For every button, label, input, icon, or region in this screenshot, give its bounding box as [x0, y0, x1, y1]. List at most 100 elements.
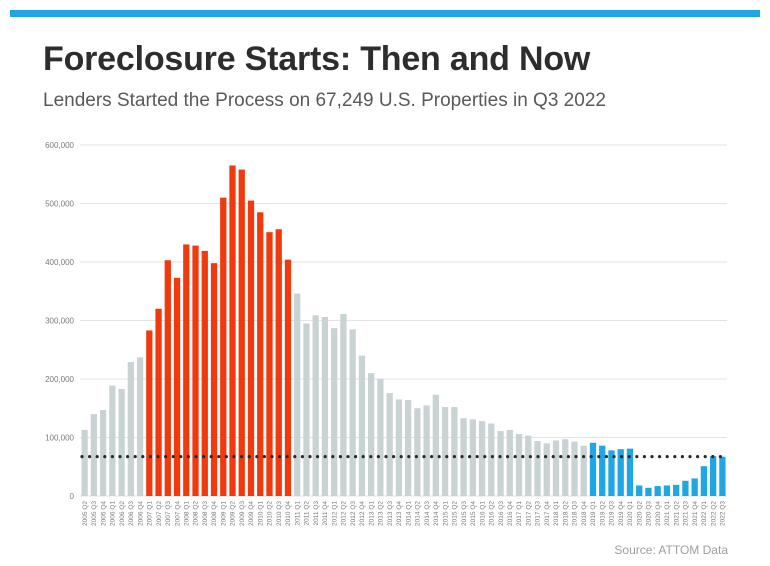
bar: [645, 487, 652, 496]
x-tick-label: 2008 Q3: [202, 501, 209, 526]
x-tick-label: 2016 Q3: [498, 501, 505, 526]
x-tick-label: 2012 Q3: [350, 501, 357, 526]
bar: [395, 399, 403, 496]
bar: [691, 478, 698, 496]
bar: [451, 407, 458, 496]
x-tick-label: 2011 Q2: [304, 501, 311, 526]
x-tick-label: 2018 Q2: [562, 501, 569, 526]
bar: [109, 385, 116, 496]
bar: [146, 330, 153, 496]
bar: [414, 408, 421, 496]
bar-chart: 0 100,000 200,000 300,000 400,000 500,000 600,…: [45, 141, 729, 526]
x-tick-label: 2015 Q1: [442, 501, 449, 526]
x-tick-label: 2011 Q1: [294, 501, 301, 526]
bar: [229, 165, 236, 496]
x-tick-label: 2021 Q2: [673, 501, 680, 526]
bar: [284, 259, 292, 496]
x-tick-label: 2015 Q3: [461, 501, 468, 526]
x-tick-label: 2017 Q3: [535, 501, 542, 526]
bar: [636, 485, 643, 496]
y-tick-label: 0: [70, 492, 75, 501]
x-tick-label: 2022 Q2: [710, 501, 717, 526]
x-tick-label: 2020 Q3: [646, 501, 653, 526]
top-accent-bar: [10, 10, 760, 17]
bar: [266, 232, 273, 496]
bar: [386, 393, 393, 496]
x-tick-label: 2013 Q2: [378, 501, 385, 526]
x-tick-label: 2012 Q4: [359, 501, 366, 526]
bar: [460, 418, 467, 496]
bar: [525, 435, 532, 496]
x-tick-label: 2014 Q4: [433, 501, 440, 526]
x-tick-label: 2011 Q4: [322, 501, 329, 526]
x-tick-label: 2008 Q4: [211, 501, 218, 526]
bar: [682, 480, 689, 496]
bar: [247, 200, 255, 496]
bar: [719, 456, 726, 496]
x-tick-label: 2013 Q1: [368, 501, 375, 526]
source-note: Source: ATTOM Data: [614, 543, 728, 557]
bar: [377, 379, 384, 496]
bar: [562, 439, 569, 496]
x-tick-label: 2009 Q4: [248, 501, 255, 526]
bar: [303, 323, 310, 496]
x-tick-label: 2020 Q2: [636, 501, 643, 526]
x-tick-label: 2010 Q3: [276, 501, 283, 526]
x-tick-label: 2011 Q3: [313, 501, 320, 526]
x-tick-label: 2017 Q4: [544, 501, 551, 526]
x-tick-label: 2005 Q3: [91, 501, 98, 526]
x-tick-label: 2007 Q4: [174, 501, 181, 526]
x-tick-label: 2021 Q4: [692, 501, 699, 526]
bar: [118, 388, 125, 496]
bar: [155, 308, 162, 496]
bar: [340, 314, 347, 496]
x-tick-label: 2005 Q4: [100, 501, 107, 526]
x-tick-label: 2014 Q3: [424, 501, 431, 526]
y-tick-label: 500,000: [45, 200, 74, 209]
bar: [321, 316, 329, 496]
bar: [312, 315, 319, 496]
x-tick-label: 2007 Q1: [147, 501, 154, 526]
bar: [349, 329, 356, 496]
x-tick-label: 2021 Q3: [683, 501, 690, 526]
bar: [534, 441, 541, 496]
bar: [580, 445, 587, 496]
bar: [432, 394, 439, 496]
bar: [81, 429, 88, 496]
x-tick-label: 2015 Q2: [452, 501, 459, 526]
bar: [136, 357, 144, 496]
y-tick-label: 200,000: [45, 375, 74, 384]
bar: [700, 466, 708, 496]
x-tick-label: 2019 Q4: [618, 501, 625, 526]
bar: [589, 442, 597, 496]
x-tick-label: 2020 Q4: [655, 501, 662, 526]
x-tick-label: 2012 Q1: [331, 501, 338, 526]
x-tick-label: 2007 Q2: [156, 501, 163, 526]
x-tick-label: 2010 Q1: [257, 501, 264, 526]
bar: [599, 445, 606, 496]
x-tick-label: 2009 Q2: [230, 501, 237, 526]
bar: [173, 277, 181, 496]
bar: [709, 456, 717, 496]
x-tick-label: 2019 Q1: [590, 501, 597, 526]
bar: [294, 293, 301, 496]
x-tick-label: 2017 Q1: [516, 501, 523, 526]
bar: [331, 328, 338, 496]
bar: [478, 421, 486, 496]
x-tick-label: 2014 Q2: [415, 501, 422, 526]
bar: [515, 433, 523, 496]
x-tick-label: 2013 Q4: [396, 501, 403, 526]
bar: [673, 484, 680, 496]
x-tick-label: 2020 Q1: [627, 501, 634, 526]
x-tick-label: 2016 Q2: [489, 501, 496, 526]
bar: [220, 197, 227, 496]
x-tick-label: 2005 Q2: [82, 501, 89, 526]
bar: [663, 485, 671, 496]
bar: [201, 250, 208, 496]
y-tick-label: 100,000: [45, 434, 74, 443]
x-tick-label: 2018 Q1: [553, 501, 560, 526]
x-tick-label: 2009 Q3: [239, 501, 246, 526]
bar: [543, 443, 550, 496]
bar: [164, 260, 171, 496]
x-tick-label: 2012 Q2: [341, 501, 348, 526]
